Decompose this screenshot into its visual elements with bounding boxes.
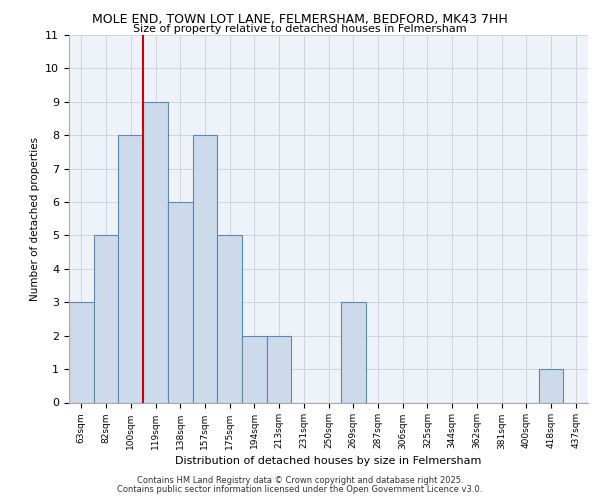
Bar (267, 336, 292, 402)
X-axis label: Distribution of detached houses by size in Felmersham: Distribution of detached houses by size … (175, 456, 482, 466)
Bar (242, 336, 267, 402)
Text: Contains public sector information licensed under the Open Government Licence v3: Contains public sector information licen… (118, 484, 482, 494)
Bar (341, 302, 365, 402)
Bar (94, 236, 118, 402)
Bar (193, 135, 217, 402)
Text: MOLE END, TOWN LOT LANE, FELMERSHAM, BEDFORD, MK43 7HH: MOLE END, TOWN LOT LANE, FELMERSHAM, BED… (92, 12, 508, 26)
Bar (168, 202, 193, 402)
Bar (69, 302, 94, 402)
Text: Contains HM Land Registry data © Crown copyright and database right 2025.: Contains HM Land Registry data © Crown c… (137, 476, 463, 485)
Bar (118, 135, 143, 402)
Bar (217, 236, 242, 402)
Bar (539, 369, 563, 402)
Bar (143, 102, 168, 403)
Y-axis label: Number of detached properties: Number of detached properties (30, 136, 40, 301)
Text: Size of property relative to detached houses in Felmersham: Size of property relative to detached ho… (133, 24, 467, 34)
